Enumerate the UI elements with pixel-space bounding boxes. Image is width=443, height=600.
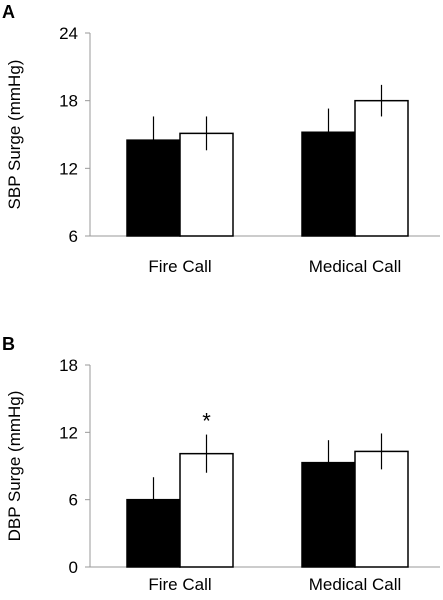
panel-a: A 6 12 18 24 SBP Surge (mmHg) Fire Call Medical… bbox=[2, 2, 440, 276]
category-label: Medical Call bbox=[309, 257, 402, 276]
y-axis-title: DBP Surge (mmHg) bbox=[5, 391, 24, 542]
bar bbox=[301, 461, 356, 568]
category-label: Fire Call bbox=[148, 575, 211, 594]
bar bbox=[179, 132, 234, 237]
bar bbox=[126, 139, 181, 237]
panel-label: A bbox=[2, 2, 15, 22]
y-tick-label: 24 bbox=[59, 24, 78, 43]
category-label: Fire Call bbox=[148, 257, 211, 276]
significance-marker: * bbox=[202, 409, 211, 434]
panel-label: B bbox=[2, 334, 15, 354]
y-tick-label: 12 bbox=[59, 159, 78, 178]
panel-b: B 0 6 12 18 DBP Surge (mmHg) Fire Call Medical … bbox=[2, 334, 440, 594]
y-tick-label: 18 bbox=[59, 356, 78, 375]
y-axis-title: SBP Surge (mmHg) bbox=[5, 60, 24, 210]
category-label: Medical Call bbox=[309, 575, 402, 594]
bar bbox=[354, 99, 409, 237]
y-tick-label: 12 bbox=[59, 423, 78, 442]
bar bbox=[354, 450, 409, 568]
y-tick-label: 0 bbox=[69, 558, 78, 577]
bar bbox=[126, 498, 181, 568]
y-tick-label: 18 bbox=[59, 92, 78, 111]
y-tick-label: 6 bbox=[69, 491, 78, 510]
y-tick-label: 6 bbox=[69, 227, 78, 246]
bar bbox=[301, 131, 356, 237]
